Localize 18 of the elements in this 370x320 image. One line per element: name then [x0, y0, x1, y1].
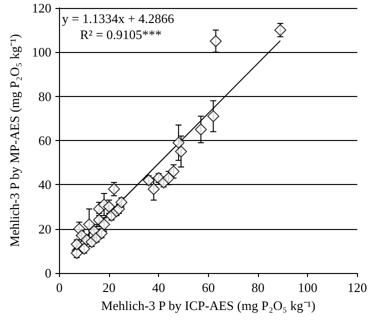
y-tick-label: 80 — [38, 88, 52, 104]
annotation: y = 1.1334x + 4.2866 — [62, 11, 175, 26]
x-tick-label: 80 — [251, 280, 264, 295]
annotation: R² = 0.9105*** — [80, 27, 162, 42]
x-tick-label: 0 — [56, 280, 63, 295]
x-tick-label: 60 — [202, 280, 215, 295]
y-tick-label: 20 — [38, 221, 52, 236]
x-tick-label: 40 — [152, 280, 166, 295]
x-tick-label: 100 — [298, 280, 318, 295]
y-tick-label: 120 — [32, 0, 52, 16]
y-tick-label: 60 — [38, 133, 52, 148]
y-tick-label: 0 — [44, 266, 52, 280]
y-tick-label: 100 — [32, 44, 52, 60]
x-axis-title: Mehlich-3 P by ICP-AES (mg P₂O₅ kg⁻¹) — [101, 298, 316, 313]
x-tick-label: 20 — [102, 280, 116, 295]
y-axis-title: Mehlich-3 P by MP-AES (mg P₂O₅ kg⁻¹) — [7, 34, 22, 247]
y-tick-label: 40 — [38, 177, 52, 192]
x-tick-label: 120 — [348, 280, 367, 295]
